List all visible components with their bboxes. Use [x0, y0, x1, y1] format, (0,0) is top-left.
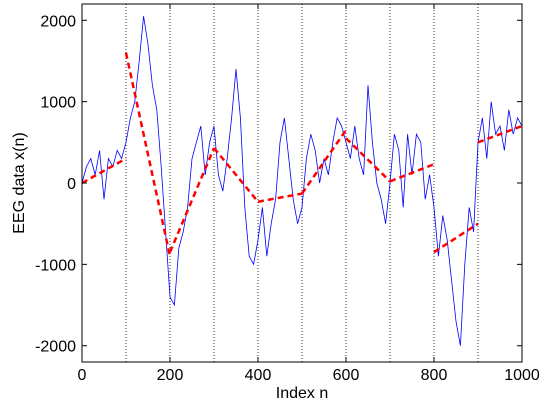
- y-tick-label: 2000: [40, 13, 76, 30]
- x-tick-label: 1000: [504, 367, 540, 384]
- x-axis-label: Index n: [276, 385, 328, 402]
- plot-area: [82, 4, 522, 362]
- data-line: [433, 222, 479, 254]
- x-tick-label: 400: [245, 367, 272, 384]
- x-tick-label: 200: [157, 367, 184, 384]
- y-tick-label: 1000: [40, 95, 76, 112]
- data-line: [300, 129, 348, 195]
- data-line: [124, 52, 172, 257]
- x-tick-label: 800: [421, 367, 448, 384]
- x-tick-label: 600: [333, 367, 360, 384]
- data-line: [168, 147, 216, 253]
- data-line: [81, 16, 523, 346]
- data-line: [477, 124, 523, 144]
- data-line: [213, 147, 259, 203]
- y-tick-label: 0: [67, 176, 76, 193]
- data-line: [81, 157, 127, 185]
- x-tick-label: 0: [78, 367, 87, 384]
- data-line: [345, 137, 391, 183]
- data-line: [257, 192, 303, 203]
- data-line: [389, 163, 435, 183]
- y-axis-label: EEG data x(n): [11, 132, 28, 233]
- y-tick-label: -2000: [35, 339, 76, 356]
- y-tick-label: -1000: [35, 257, 76, 274]
